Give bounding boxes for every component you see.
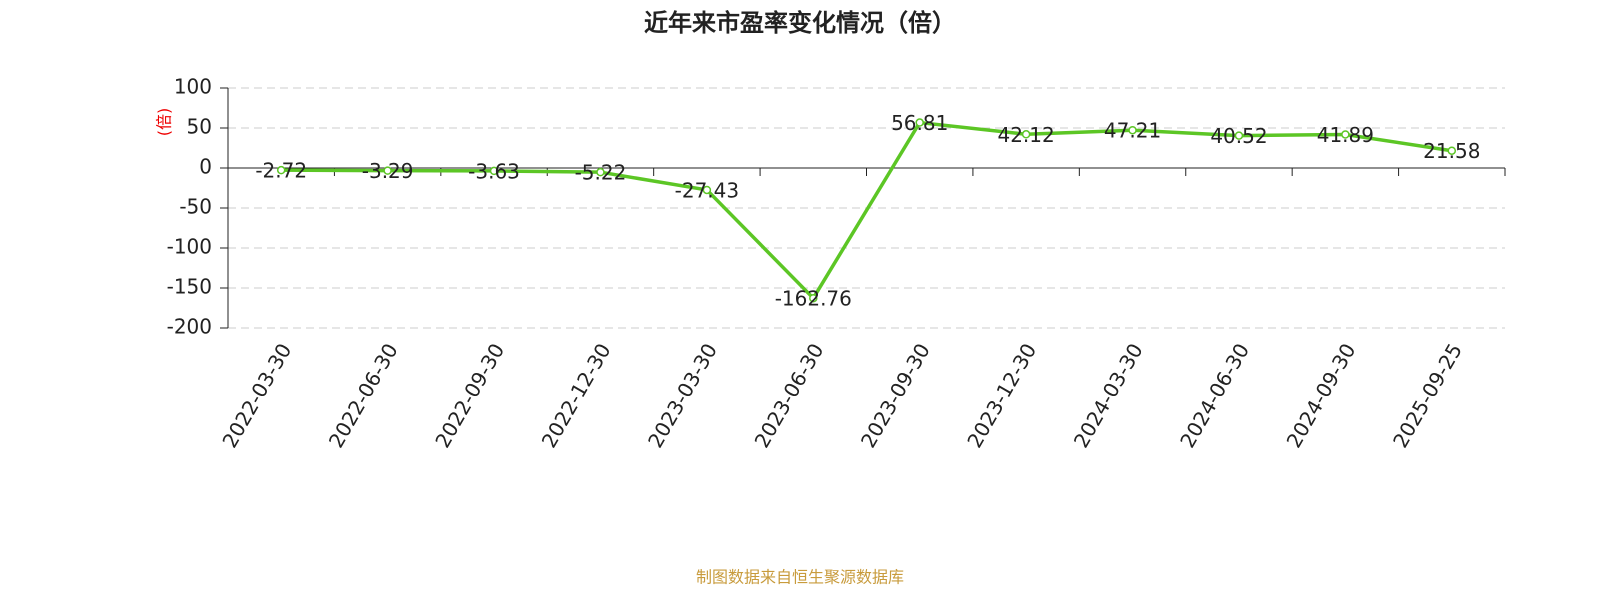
point-marker	[809, 293, 818, 303]
point-marker	[1021, 130, 1031, 139]
y-tick-label: 100	[174, 75, 212, 99]
x-tick-label: 2023-06-30	[749, 339, 828, 452]
point-marker	[915, 118, 924, 127]
x-tick-label: 2022-09-30	[430, 339, 509, 452]
data-label: 56.81	[891, 111, 948, 135]
data-label: -2.72	[255, 159, 307, 183]
x-tick-label: 2024-09-30	[1282, 339, 1361, 452]
data-label: -3.63	[468, 159, 520, 183]
point-marker	[489, 166, 499, 176]
x-tick-label: 2024-06-30	[1175, 339, 1254, 452]
x-tick-label: 2023-12-30	[962, 339, 1041, 452]
data-label: 47.21	[1104, 119, 1161, 143]
source-note: 制图数据来自恒生聚源数据库	[696, 568, 904, 587]
data-label: -27.43	[675, 178, 739, 202]
point-marker	[276, 165, 286, 175]
x-tick-label: 2025-09-25	[1388, 339, 1467, 452]
data-label: 42.12	[997, 123, 1054, 147]
chart-title: 近年来市盈率变化情况（倍）	[644, 9, 956, 37]
y-tick-label: -200	[167, 315, 212, 339]
point-marker	[383, 166, 392, 175]
data-label: -3.29	[362, 159, 414, 183]
x-tick-label: 2022-03-30	[217, 339, 296, 452]
data-label: 21.58	[1423, 139, 1480, 163]
point-marker	[596, 167, 605, 177]
data-label: 41.89	[1317, 123, 1374, 147]
x-tick-label: 2023-03-30	[643, 339, 722, 452]
point-marker	[1341, 130, 1350, 139]
x-tick-label: 2022-12-30	[537, 339, 616, 452]
data-label: -5.22	[575, 161, 627, 185]
point-marker	[1234, 131, 1244, 140]
point-marker	[1447, 146, 1457, 155]
y-tick-label: 50	[187, 115, 212, 139]
y-tick-label: -100	[167, 235, 212, 259]
y-tick-label: -150	[167, 275, 212, 299]
y-tick-label: 0	[199, 155, 212, 179]
x-tick-label: 2023-09-30	[856, 339, 935, 452]
point-marker	[1128, 125, 1137, 135]
x-tick-label: 2022-06-30	[324, 339, 403, 452]
data-label: -162.76	[775, 287, 852, 311]
y-axis-label: (倍)	[155, 108, 174, 137]
line-series	[281, 120, 1453, 300]
data-label: 40.52	[1210, 124, 1267, 148]
point-marker	[702, 185, 712, 195]
y-tick-label: -50	[179, 195, 212, 219]
x-tick-label: 2024-03-30	[1069, 339, 1148, 452]
